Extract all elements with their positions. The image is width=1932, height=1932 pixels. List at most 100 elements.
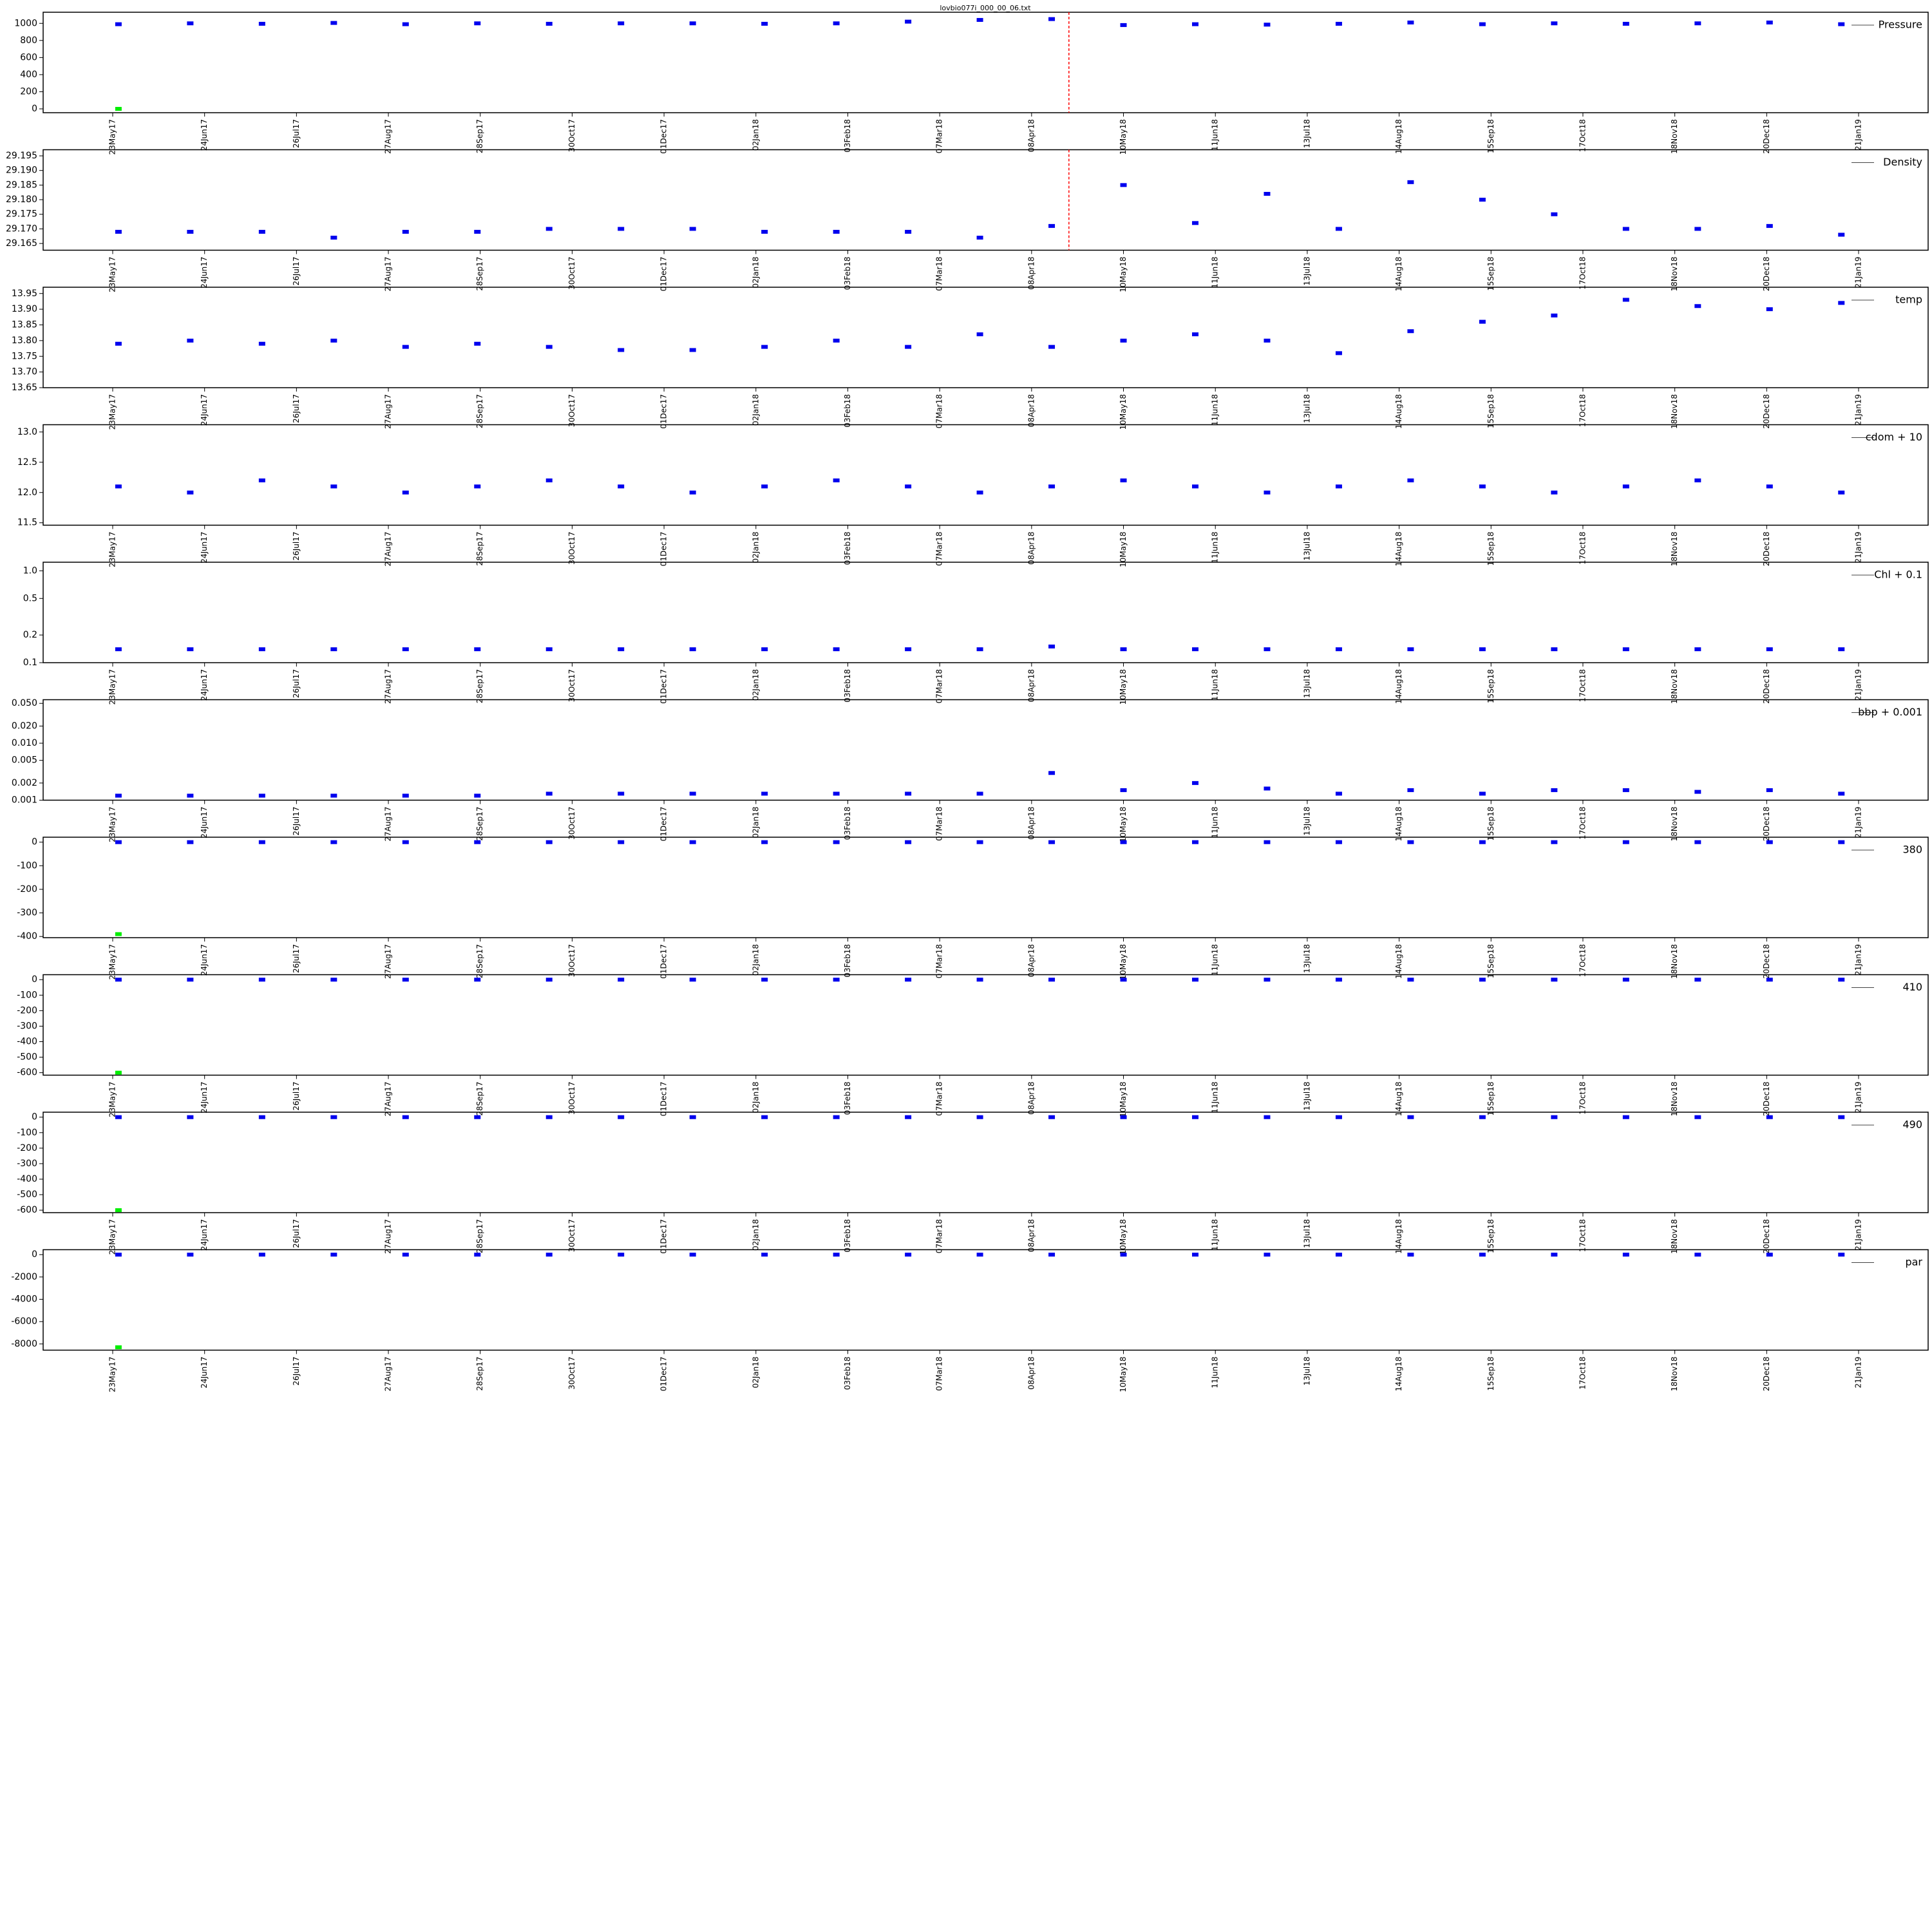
data-point [115,793,122,798]
data-point [905,484,912,489]
data-point [761,840,768,844]
x-tick-label: 24Jun17 [200,119,209,151]
x-tick-label: 08Apr18 [1027,119,1036,152]
x-tick-label: 15Sep18 [1486,119,1495,153]
data-point [545,647,553,652]
x-tick-label: 17Oct18 [1578,257,1587,290]
data-point [1838,232,1845,237]
data-point [1335,1253,1342,1257]
x-tick-label: 02Jan18 [751,532,760,564]
data-point [187,21,194,26]
x-tick-label: 21Jan19 [1854,807,1863,838]
data-point [976,840,983,844]
data-point [1622,227,1629,231]
data-point [402,1115,409,1119]
data-point [833,840,840,844]
data-point [1264,647,1271,652]
x-tick-label: 26Jul17 [292,532,301,561]
data-point [976,978,983,982]
x-tick-label: 30Oct17 [567,1082,576,1115]
data-point [905,229,912,234]
data-point [1551,1115,1558,1119]
data-point [905,791,912,796]
x-tick-label: 20Dec18 [1762,1082,1771,1117]
data-point [115,22,122,26]
y-tick-label: -4000 [11,1294,37,1305]
x-tick-label: 18Nov18 [1670,394,1679,429]
data-point [1838,301,1845,305]
x-tick-label: 20Dec18 [1762,257,1771,292]
x-tick-label: 24Jun17 [200,807,209,838]
panel-frame [43,699,1929,801]
panel-frame [43,562,1929,663]
x-tick-label: 08Apr18 [1027,669,1036,702]
data-point [330,1253,337,1257]
data-point [258,647,265,652]
data-point [1264,978,1271,982]
panel-frame [43,424,1929,526]
data-point [474,341,481,346]
x-tick-label: 20Dec18 [1762,669,1771,704]
x-tick-label: 03Feb18 [843,807,852,840]
x-tick-label: 27Aug17 [384,532,393,567]
data-point [1622,647,1629,652]
x-tick-label: 15Sep18 [1486,1082,1495,1116]
y-tick-label: 0 [32,104,37,114]
x-tick-label: 15Sep18 [1486,394,1495,428]
x-tick-label: 27Aug17 [384,1082,393,1117]
data-point [1766,223,1773,228]
x-tick-label: 02Jan18 [751,1219,760,1251]
x-tick-label: 27Aug17 [384,944,393,979]
x-tick-label: 18Nov18 [1670,1082,1679,1117]
data-point [258,1253,265,1257]
x-tick-label: 18Nov18 [1670,257,1679,292]
data-point [1407,978,1414,982]
x-tick-label: 11Jun18 [1211,944,1220,976]
x-tick-label: 14Aug18 [1394,119,1403,154]
y-tick-label: 0.005 [12,755,37,766]
x-tick-label: 03Feb18 [843,944,852,978]
data-point [115,341,122,346]
data-point [187,840,194,844]
y-tick-label: 0 [32,1249,37,1260]
x-tick-label: 11Jun18 [1211,532,1220,564]
x-tick-label: 10May18 [1119,807,1128,842]
x-tick-label: 26Jul17 [292,944,301,973]
y-tick-label: -600 [17,1068,37,1078]
data-point [1838,978,1845,982]
data-point [258,21,265,26]
x-tick-label: 20Dec18 [1762,119,1771,154]
data-point [618,791,625,796]
data-point [402,490,409,495]
data-point [905,1115,912,1119]
data-point [1407,788,1414,792]
data-point [258,978,265,982]
data-point [1335,227,1342,231]
data-point [1766,20,1773,24]
x-tick-label: 01Dec17 [659,1082,668,1117]
data-point [187,1115,194,1119]
y-tick-label: 0.010 [12,738,37,748]
x-tick-label: 14Aug18 [1394,669,1403,704]
data-point [689,490,696,495]
data-point [1838,840,1845,844]
x-tick-label: 13Jul18 [1302,669,1311,698]
data-point [976,332,983,337]
y-tick-label: 0.050 [12,698,37,708]
data-point [833,1115,840,1119]
data-point [689,1115,696,1119]
data-point [1694,840,1701,844]
x-tick-label: 08Apr18 [1027,1357,1036,1390]
data-point [545,227,553,231]
x-tick-label: 28Sep17 [475,1082,484,1116]
x-tick-label: 21Jan19 [1854,669,1863,701]
data-point [545,978,553,982]
x-tick-label: 27Aug17 [384,394,393,429]
data-point [618,348,625,352]
x-tick-label: 18Nov18 [1670,669,1679,704]
data-point [402,978,409,982]
x-tick-label: 20Dec18 [1762,1357,1771,1392]
x-tick-label: 13Jul18 [1302,257,1311,286]
x-tick-label: 03Feb18 [843,532,852,565]
